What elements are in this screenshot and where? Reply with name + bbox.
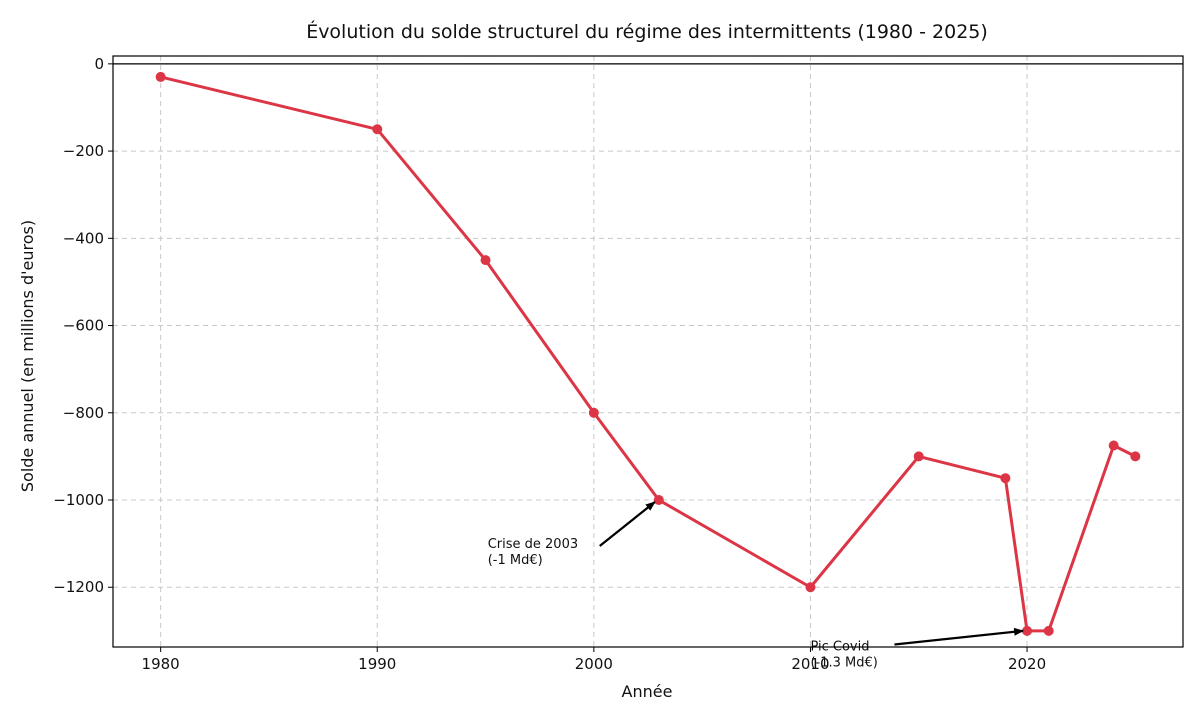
x-axis-label: Année [622,682,673,701]
annotations: Crise de 2003 (-1 Md€) Pic Covid (-1.3 Md€) [488,501,1025,670]
plot-frame [112,55,1184,648]
data-point [1130,451,1141,462]
data-point [372,124,383,135]
annotation-arrow [599,501,656,547]
grid [113,56,1183,647]
annotation-line: (-1 Md€) [488,553,543,568]
x-tick-label: 1990 [358,655,396,673]
data-point [1108,440,1119,451]
data-point [1000,473,1011,484]
data-point [1022,625,1033,636]
annotation-line: (-1.3 Md€) [810,655,877,670]
y-tick-label: −200 [63,142,104,160]
annotation: Crise de 2003 (-1 Md€) [488,501,656,568]
data-point [588,407,599,418]
y-tick-label: −400 [63,229,104,247]
data-point [480,255,491,266]
y-axis-label: Solde annuel (en millions d'euros) [18,220,37,492]
x-tick-label: 2020 [1008,655,1046,673]
data-point [805,582,816,593]
annotation-text: Crise de 2003 (-1 Md€) [488,537,578,568]
data-point [1043,625,1054,636]
x-tick-label: 1980 [142,655,180,673]
axes: 1980 1990 2000 2010 2020 0 −200 −400 −600 −800 −10… [53,55,1184,673]
series-line [159,75,1137,633]
y-tick-label: 0 [94,55,104,73]
chart-title: Évolution du solde structurel du régime … [306,20,988,43]
x-tick-label: 2000 [575,655,613,673]
series [155,71,1141,636]
annotation-arrow [894,627,1025,646]
x-tick-label: 2010 [791,655,829,673]
data-point [653,495,664,506]
annotation-line: Crise de 2003 [488,537,578,552]
y-tick-label: −1000 [53,491,104,509]
y-tick-label: −800 [63,404,104,422]
y-tick-label: −600 [63,317,104,335]
y-tick-label: −1200 [53,578,104,596]
data-point [913,451,924,462]
annotation: Pic Covid (-1.3 Md€) [810,627,1025,670]
data-point [155,71,166,82]
